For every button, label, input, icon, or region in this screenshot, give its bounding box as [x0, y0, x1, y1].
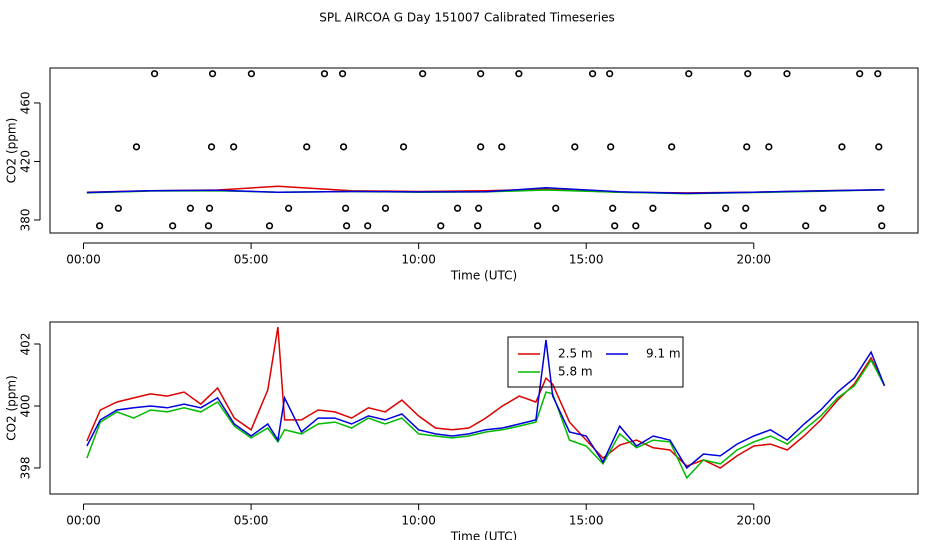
point — [339, 143, 348, 151]
point — [95, 222, 104, 230]
point — [765, 143, 773, 151]
point — [877, 204, 885, 212]
plot-frame — [49, 321, 919, 495]
point — [685, 70, 693, 78]
point — [399, 143, 408, 151]
point — [477, 143, 485, 151]
point — [342, 222, 351, 230]
point — [742, 204, 750, 212]
x-tick-label: 20:00 — [736, 514, 771, 528]
x-tick-label: 15:00 — [569, 514, 604, 528]
point — [802, 222, 810, 230]
x-tick-label: 05:00 — [234, 514, 269, 528]
point — [381, 204, 390, 212]
series-line — [86, 187, 885, 195]
x-tick-label: 20:00 — [736, 253, 771, 267]
point — [150, 70, 159, 78]
point — [285, 204, 293, 212]
point — [609, 204, 617, 212]
point — [874, 70, 882, 78]
y-axis-label: CO2 (ppm) — [5, 118, 19, 184]
point — [419, 70, 427, 78]
point — [668, 143, 676, 151]
point — [186, 204, 195, 212]
point — [207, 143, 216, 151]
y-tick-label: 420 — [19, 150, 33, 173]
x-tick-label: 00:00 — [66, 514, 101, 528]
point — [744, 70, 752, 78]
point — [878, 222, 886, 230]
point — [437, 222, 445, 230]
point — [607, 143, 615, 151]
point — [303, 143, 311, 151]
point — [169, 222, 177, 230]
x-tick-label: 05:00 — [234, 253, 269, 267]
x-tick-label: 10:00 — [401, 253, 436, 267]
point — [205, 204, 214, 212]
chart-title: SPL AIRCOA G Day 151007 Calibrated Times… — [319, 11, 614, 25]
legend-box — [507, 336, 684, 388]
y-tick-label: 402 — [19, 333, 33, 356]
series-line — [86, 326, 886, 469]
point — [208, 70, 217, 78]
point — [783, 70, 791, 78]
legend-label: 9.1 m — [646, 347, 681, 361]
point — [230, 143, 238, 151]
point — [477, 70, 485, 78]
point — [704, 222, 712, 230]
series-line — [86, 358, 886, 480]
point — [453, 204, 462, 212]
point — [265, 222, 274, 230]
point — [722, 204, 730, 212]
point — [534, 222, 542, 230]
plot-frame — [49, 67, 919, 234]
y-tick-label: 380 — [19, 209, 33, 232]
y-tick-label: 400 — [19, 395, 33, 418]
point — [474, 222, 482, 230]
point — [515, 70, 523, 78]
x-tick-label: 00:00 — [66, 253, 101, 267]
point — [875, 143, 883, 151]
point — [588, 70, 597, 78]
point — [611, 222, 619, 230]
series-line — [86, 339, 886, 470]
x-tick-label: 10:00 — [401, 514, 436, 528]
point — [632, 222, 640, 230]
y-tick-label: 398 — [19, 457, 33, 480]
x-axis-label: Time (UTC) — [450, 530, 517, 540]
point — [364, 222, 372, 230]
point — [819, 204, 827, 212]
point — [498, 143, 506, 151]
point — [649, 204, 657, 212]
point — [856, 70, 864, 78]
point — [204, 222, 213, 230]
point — [114, 204, 122, 212]
point — [743, 143, 751, 151]
point — [341, 204, 350, 212]
point — [132, 143, 141, 151]
y-axis-label: CO2 (ppm) — [5, 375, 19, 441]
point — [838, 143, 846, 151]
point — [475, 204, 483, 212]
x-axis-label: Time (UTC) — [450, 269, 517, 283]
y-tick-label: 460 — [19, 92, 33, 115]
point — [552, 204, 560, 212]
x-tick-label: 15:00 — [569, 253, 604, 267]
point — [338, 70, 347, 78]
point — [740, 222, 748, 230]
point — [320, 70, 329, 78]
point — [571, 143, 579, 151]
point — [606, 70, 614, 78]
legend-label: 2.5 m — [558, 347, 593, 361]
legend-label: 5.8 m — [558, 365, 593, 379]
point — [247, 70, 256, 78]
